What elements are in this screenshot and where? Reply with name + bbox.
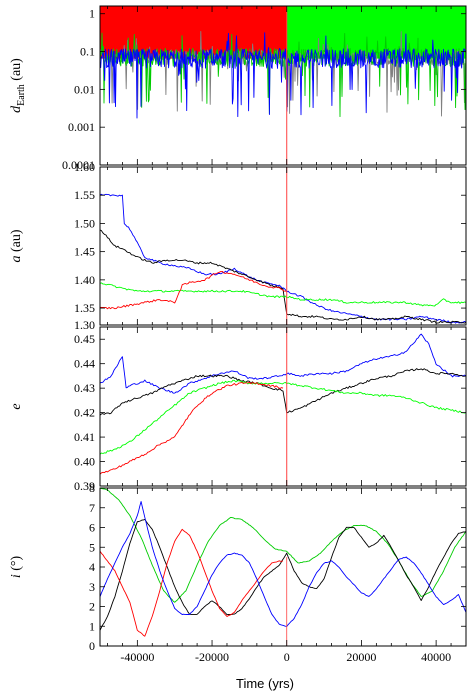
series-line-1 xyxy=(100,368,466,416)
y-tick-label: 1.60 xyxy=(74,160,95,174)
y-tick-label: 7 xyxy=(89,501,95,515)
panel-inclination: 8 7 6 5 4 3 2 1 0 -40000 -20000 0 20000 40000 i (°) xyxy=(9,481,467,664)
series-line-1 xyxy=(100,229,466,324)
x-tick-label: 40000 xyxy=(421,650,451,664)
y-tick-label: 1.50 xyxy=(74,216,95,230)
y-tick-label: 0.44 xyxy=(74,357,95,371)
y-tick-label: 3 xyxy=(89,580,95,594)
series-line-0 xyxy=(100,193,466,324)
series-line-1 xyxy=(100,518,466,631)
x-tick-label: -40000 xyxy=(120,650,154,664)
series-line-2 xyxy=(100,379,466,455)
y-axis-unit: (au) xyxy=(9,58,24,84)
y-axis-symbol: i xyxy=(9,574,24,578)
series-line-3 xyxy=(100,270,287,310)
y-tick-label: 1.35 xyxy=(74,301,95,315)
y-tick-label: 6 xyxy=(89,521,95,535)
y-tick-label: 5 xyxy=(89,540,95,554)
y-tick-label: 1 xyxy=(89,619,95,633)
y-axis-unit: (au) xyxy=(9,229,24,255)
x-tick-label: 0 xyxy=(284,650,290,664)
y-tick-label: 4 xyxy=(89,560,95,574)
y-tick-label: 0.41 xyxy=(74,430,95,444)
y-tick-label: 2 xyxy=(89,600,95,614)
y-tick-label: 0 xyxy=(89,639,95,653)
series-line-3 xyxy=(100,381,284,475)
y-axis-subscript: Earth xyxy=(16,84,27,106)
y-tick-label: 0.01 xyxy=(74,82,95,96)
panel-frame xyxy=(99,487,467,647)
y-tick-label: 1.55 xyxy=(74,188,95,202)
series-line-2 xyxy=(100,32,466,119)
series-line-2 xyxy=(100,282,466,307)
plot-area xyxy=(100,6,466,119)
panel-frame xyxy=(99,166,467,326)
y-tick-label: 0.43 xyxy=(74,381,95,395)
panel-frame xyxy=(99,5,467,166)
y-tick-label: 0.42 xyxy=(74,406,95,420)
y-tick-label: 1.30 xyxy=(74,318,95,332)
series-line-2 xyxy=(100,528,284,637)
y-tick-label: 1.40 xyxy=(74,273,95,287)
y-axis-label: dEarth (au) xyxy=(9,58,27,113)
y-tick-label: 0.0001 xyxy=(62,158,95,172)
panel-d-earth: 1 0.1 0.01 0.001 0.0001 dEarth (au) xyxy=(9,5,467,172)
y-tick-label: 0.001 xyxy=(68,120,95,134)
y-axis-symbol: a xyxy=(9,256,24,263)
panel-frame xyxy=(99,326,467,487)
series-line-0 xyxy=(100,333,466,394)
y-tick-label: 0.40 xyxy=(74,455,95,469)
plot-area xyxy=(100,193,466,324)
y-axis-symbol: e xyxy=(9,403,24,409)
series-line-1 xyxy=(100,32,466,118)
y-tick-label: 1.45 xyxy=(74,245,95,259)
plot-area xyxy=(100,333,466,475)
y-tick-label: 0.39 xyxy=(74,479,95,493)
series-line-3 xyxy=(100,501,466,627)
y-tick-label: 1 xyxy=(89,7,95,21)
y-axis-symbol: d xyxy=(9,105,24,113)
panel-eccentricity: 0.45 0.44 0.43 0.42 0.41 0.40 0.39 e xyxy=(9,326,467,493)
plot-area xyxy=(100,488,466,637)
y-axis-unit: (°) xyxy=(9,556,24,575)
y-tick-label: 0.45 xyxy=(74,332,95,346)
panel-semimajor-axis: 1.60 1.55 1.50 1.45 1.40 1.35 1.30 a (au) xyxy=(9,160,467,332)
y-axis-label: i (°) xyxy=(9,556,24,579)
series-line-0 xyxy=(100,488,466,603)
x-tick-label: -20000 xyxy=(195,650,229,664)
y-axis-label: e xyxy=(9,403,24,409)
y-axis-label: a (au) xyxy=(9,229,24,262)
y-tick-label: 0.1 xyxy=(80,45,95,59)
band-after-zero xyxy=(286,6,466,59)
x-axis-label: Time (yrs) xyxy=(236,676,294,691)
y-tick-label: 8 xyxy=(89,481,95,495)
x-tick-label: 20000 xyxy=(346,650,376,664)
